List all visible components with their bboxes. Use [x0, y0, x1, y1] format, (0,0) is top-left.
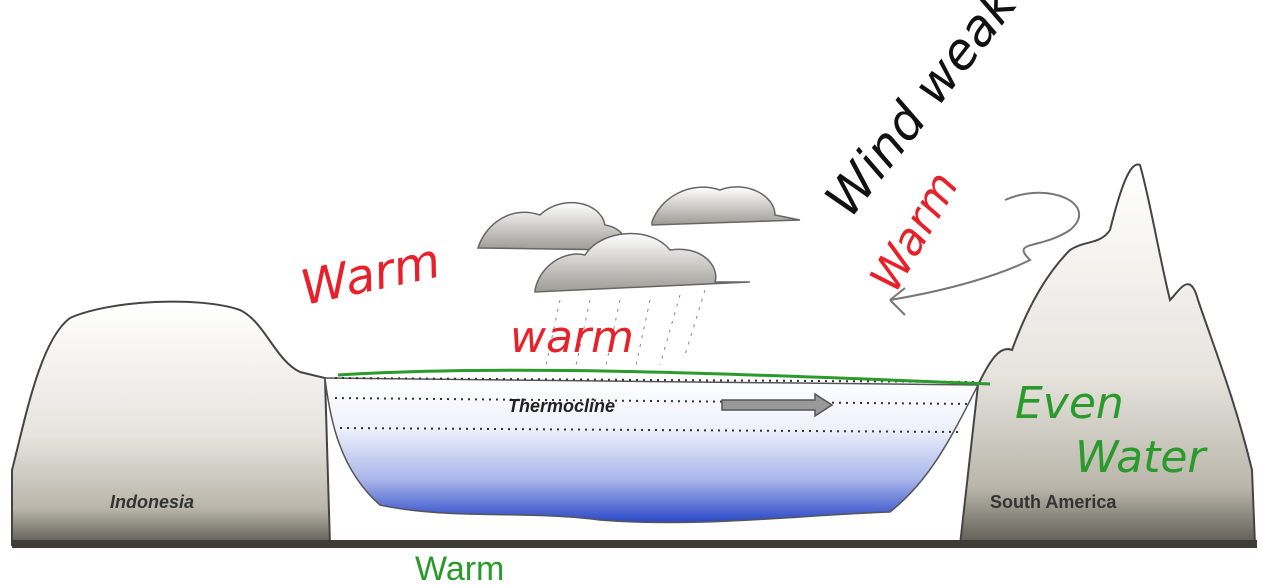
- land-label: South America: [990, 492, 1117, 512]
- landscape: [12, 164, 1257, 548]
- caption: Warm: [415, 550, 504, 585]
- diagram: Indonesia South America Thermocline Wind…: [0, 0, 1262, 585]
- handwritten-note: Water: [1075, 432, 1208, 483]
- handwritten-note: Even: [1015, 378, 1124, 429]
- thermocline-label: Thermocline: [508, 396, 615, 416]
- handwritten-note: Warm: [296, 233, 445, 317]
- handwritten-note: warm: [510, 312, 634, 363]
- land-label: Indonesia: [110, 492, 194, 512]
